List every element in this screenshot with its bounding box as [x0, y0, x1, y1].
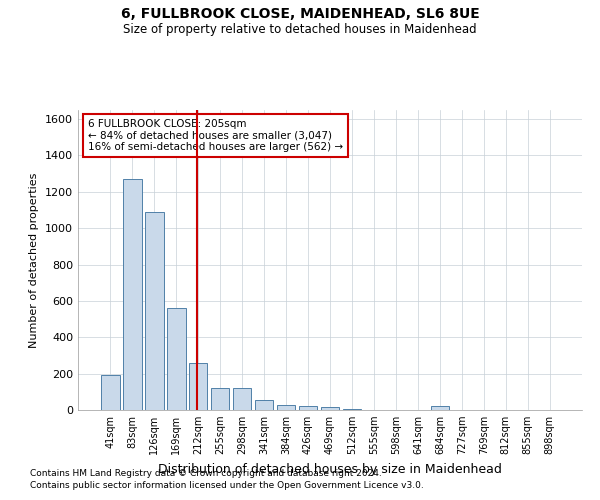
Bar: [233, 388, 251, 410]
Bar: [123, 179, 142, 410]
Text: Contains HM Land Registry data © Crown copyright and database right 2024.: Contains HM Land Registry data © Crown c…: [30, 468, 382, 477]
Bar: [299, 406, 317, 410]
Y-axis label: Number of detached properties: Number of detached properties: [29, 172, 40, 348]
Bar: [189, 362, 208, 410]
Bar: [320, 408, 340, 410]
Bar: [277, 404, 295, 410]
Text: 6 FULLBROOK CLOSE: 205sqm
← 84% of detached houses are smaller (3,047)
16% of se: 6 FULLBROOK CLOSE: 205sqm ← 84% of detac…: [88, 119, 343, 152]
Bar: [101, 374, 119, 410]
Text: 6, FULLBROOK CLOSE, MAIDENHEAD, SL6 8UE: 6, FULLBROOK CLOSE, MAIDENHEAD, SL6 8UE: [121, 8, 479, 22]
Bar: [145, 212, 164, 410]
Bar: [431, 406, 449, 410]
Bar: [343, 409, 361, 410]
Bar: [211, 388, 229, 410]
X-axis label: Distribution of detached houses by size in Maidenhead: Distribution of detached houses by size …: [158, 462, 502, 475]
Bar: [167, 308, 185, 410]
Bar: [255, 400, 274, 410]
Text: Contains public sector information licensed under the Open Government Licence v3: Contains public sector information licen…: [30, 481, 424, 490]
Text: Size of property relative to detached houses in Maidenhead: Size of property relative to detached ho…: [123, 22, 477, 36]
